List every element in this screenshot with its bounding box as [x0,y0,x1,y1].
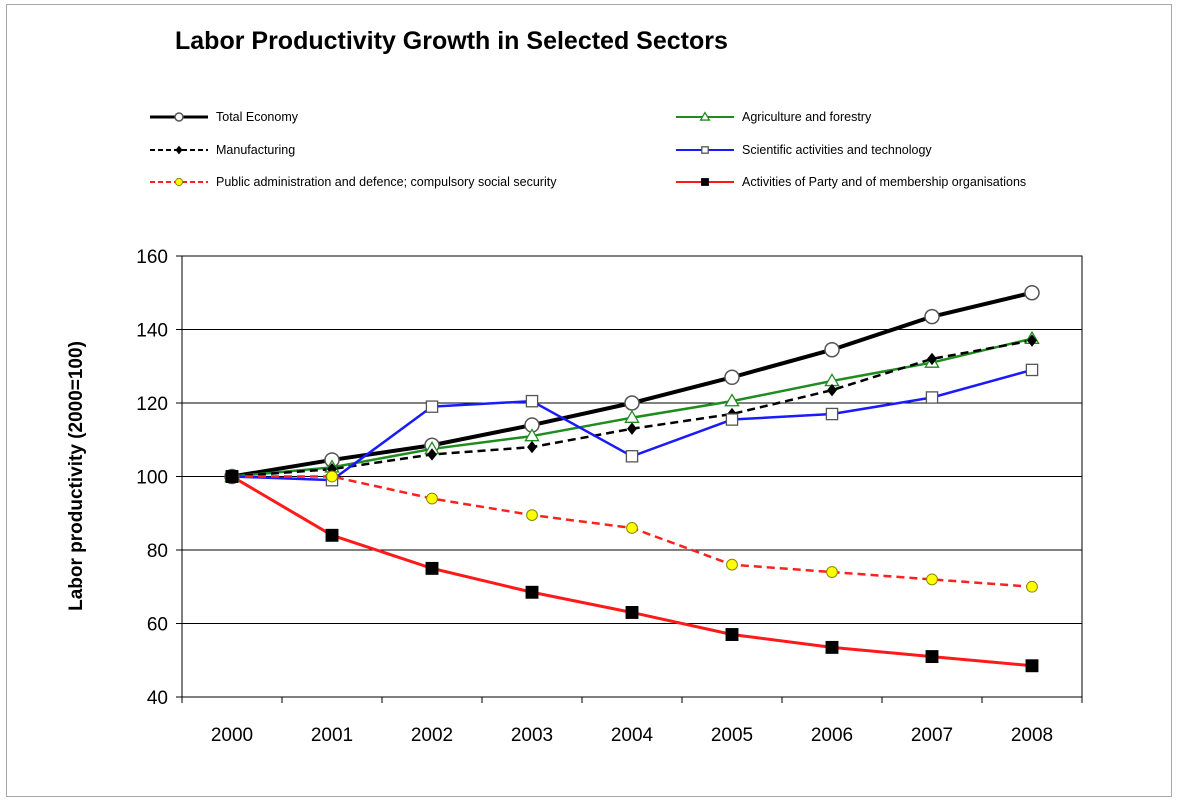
x-tick-label: 2006 [811,725,853,746]
x-tick-label: 2003 [511,725,553,746]
legend-entry: Manufacturing [150,143,295,157]
data-point [826,566,838,578]
y-axis-ticks: 40 60 80 100 120 140 160 [136,247,182,709]
data-point [225,470,239,483]
data-point [524,428,540,442]
data-point [1026,580,1038,593]
x-tick-label: 2004 [611,725,654,746]
data-point [625,450,639,463]
series-line-0 [231,290,1033,479]
legend-swatch-marker [174,112,184,122]
data-point [724,393,740,407]
y-axis-label: Labor productivity (2000=100) [66,341,87,611]
legend-entry: Total Economy [150,110,299,124]
y-tick-label: 100 [136,468,168,489]
x-tick-label: 2005 [711,725,753,746]
data-point [1024,285,1040,301]
y-tick-label: 60 [147,615,168,636]
data-point [1025,363,1039,377]
legend-swatch-marker [174,177,184,187]
legend-label: Public administration and defence; compu… [216,175,557,189]
data-point [425,400,439,413]
data-point [526,509,538,521]
data-point [724,369,740,386]
legend-swatch-marker [701,146,709,154]
data-point [725,413,739,426]
y-tick-label: 80 [147,541,168,562]
legend-label: Scientific activities and technology [742,143,932,157]
data-point [625,606,639,619]
series-line-5 [231,475,1033,668]
legend-label: Activities of Party and of membership or… [742,175,1026,189]
data-point [326,470,338,483]
data-point [925,650,939,664]
data-point [824,341,840,358]
legend-entry: Agriculture and forestry [676,110,872,124]
legend-entry: Public administration and defence; compu… [150,175,557,189]
legend-swatch-marker [701,178,709,186]
data-point [325,528,339,542]
data-point [425,561,439,575]
series-markers [224,285,1040,673]
y-tick-label: 140 [136,321,168,342]
legend-entry: Activities of Party and of membership or… [676,175,1026,189]
x-axis-ticks: 2000 2001 2002 2003 2004 2005 2006 2007 2008 [181,697,1083,746]
data-point [827,383,837,397]
legend-swatch-marker [699,111,711,121]
chart-title: Labor Productivity Growth in Selected Se… [175,27,728,55]
legend: Total Economy Agriculture and forestry Man… [150,110,1026,189]
y-tick-label: 40 [147,688,168,709]
gridlines [181,255,1083,698]
data-point [825,640,839,654]
data-point [624,409,640,423]
data-point [627,422,637,435]
data-point [525,394,539,408]
x-tick-label: 2002 [411,725,453,746]
data-point [527,440,537,454]
legend-label: Agriculture and forestry [742,110,872,124]
data-point [624,395,640,411]
y-tick-label: 160 [136,247,168,268]
data-point [926,573,938,586]
chart-frame [6,4,1172,797]
legend-label: Manufacturing [216,143,295,157]
data-point [924,308,940,325]
data-point [925,391,939,404]
data-point [426,492,438,505]
legend-entry: Scientific activities and technology [676,143,932,157]
legend-swatch-marker [175,145,183,155]
data-point [626,522,638,534]
data-point [427,448,437,461]
data-point [725,628,739,641]
x-tick-label: 2001 [311,725,353,746]
x-tick-label: 2000 [211,725,253,746]
data-point [927,352,937,366]
data-point [1025,659,1039,673]
y-tick-label: 120 [136,394,168,415]
legend-label: Total Economy [216,110,299,124]
x-tick-label: 2007 [911,725,953,746]
data-point [825,407,839,421]
data-point [726,558,738,571]
x-tick-label: 2008 [1011,725,1053,746]
data-point [525,585,539,599]
data-point [1027,334,1037,347]
